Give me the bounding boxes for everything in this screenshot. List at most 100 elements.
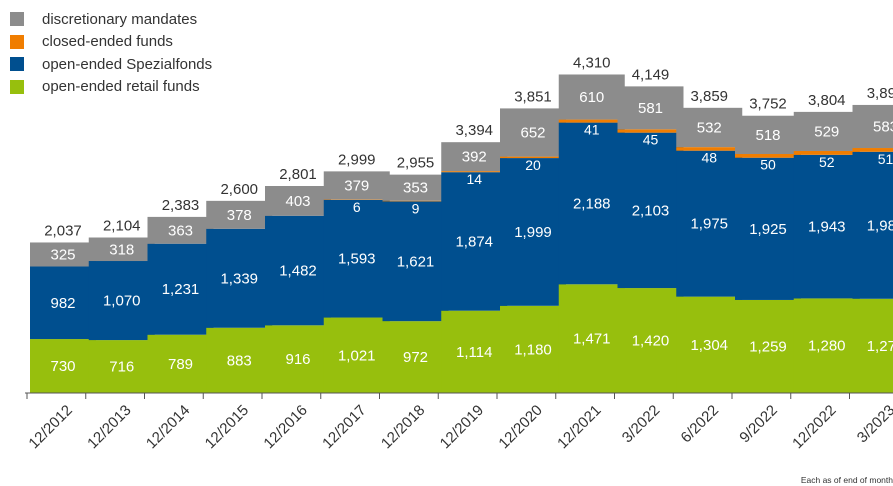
bar-segment-mandates: [617, 86, 684, 130]
bar-segment-closed-ended: [382, 200, 449, 202]
data-label: 789: [168, 356, 193, 373]
bar-segment-mandates: [382, 174, 449, 201]
data-label: 1,925: [749, 221, 787, 238]
bar-segment-retail: [500, 305, 566, 393]
total-label: 4,149: [632, 66, 670, 83]
bar-segment-retail: [676, 296, 743, 393]
total-label: 3,804: [808, 92, 846, 109]
bar-segment-retail: [323, 317, 390, 393]
bar-segment-spezialfonds: [30, 266, 96, 340]
total-label: 2,955: [397, 155, 435, 172]
bar-segment-closed-ended: [852, 148, 893, 152]
bar-segment-mandates: [735, 115, 801, 155]
data-label: 1,304: [690, 337, 728, 354]
data-label: 2,188: [573, 195, 611, 212]
data-label: 41: [584, 122, 600, 138]
x-tick-label: 6/2022: [678, 402, 722, 446]
bar-segment-mandates: [441, 142, 508, 172]
bar-segment-spezialfonds: [617, 132, 684, 289]
bar-segment-spezialfonds: [147, 243, 214, 335]
bar-segment-closed-ended: [500, 156, 566, 159]
x-tick-label: 12/2017: [319, 402, 369, 452]
bar-segment-retail: [147, 334, 214, 393]
bar-segment-mandates: [30, 242, 96, 267]
footnote: Each as of end of month: [800, 475, 893, 485]
bar-segment-spezialfonds: [441, 172, 508, 311]
x-tick-label: 12/2012: [25, 402, 75, 452]
data-label: 1,339: [220, 270, 258, 287]
total-label: 2,600: [220, 181, 258, 198]
legend-label: discretionary mandates: [42, 10, 198, 28]
data-label: 532: [697, 119, 722, 136]
data-label: 1,999: [514, 224, 552, 241]
data-label: 972: [403, 349, 428, 366]
bar-segment-closed-ended: [617, 129, 684, 133]
bar-segment-retail: [206, 327, 273, 393]
data-label: 916: [285, 351, 310, 368]
data-label: 363: [168, 222, 193, 239]
data-label: 52: [819, 154, 835, 170]
x-tick-label: 12/2018: [378, 402, 428, 452]
bar-segment-closed-ended: [441, 171, 508, 173]
legend-item-open-ended-retail-funds: open-ended retail funds: [10, 76, 212, 99]
data-label: 1,621: [397, 253, 435, 270]
bar-segment-retail: [382, 321, 449, 393]
data-label: 2,103: [632, 202, 670, 219]
total-label: 4,310: [573, 54, 611, 71]
data-label: 1,021: [338, 347, 376, 364]
data-label: 1,420: [632, 333, 670, 350]
bar-segment-retail: [793, 298, 860, 393]
data-label: 20: [525, 157, 541, 173]
data-label: 1,231: [162, 281, 200, 298]
data-label: 1,471: [573, 331, 611, 348]
data-label: 652: [520, 125, 545, 142]
data-label: 403: [285, 193, 310, 210]
x-tick-label: 12/2021: [554, 402, 604, 452]
bar-segment-mandates: [500, 108, 566, 157]
x-tick-label: 12/2020: [495, 402, 545, 452]
bar-segment-retail: [735, 299, 801, 393]
legend-swatch-open-ended-retail-funds: [10, 79, 24, 94]
bar-segment-mandates: [265, 186, 331, 216]
legend-swatch-open-ended-spezialfonds: [10, 57, 24, 72]
bar-segment-retail: [265, 325, 331, 393]
data-label: 392: [462, 149, 487, 166]
x-tick-label: 12/2016: [260, 402, 310, 452]
bar-segment-spezialfonds: [206, 228, 273, 328]
data-label: 883: [227, 352, 252, 369]
legend-label: open-ended Spezialfonds: [42, 55, 213, 73]
bar-segment-mandates: [88, 237, 155, 262]
data-label: 1,975: [690, 216, 728, 233]
total-label: 3,898: [867, 85, 893, 102]
bar-segment-spezialfonds: [735, 157, 801, 300]
total-label: 2,801: [279, 166, 317, 183]
x-tick-label: 12/2019: [437, 402, 487, 452]
legend-label: open-ended retail funds: [42, 78, 200, 96]
bar-segment-retail: [617, 288, 684, 393]
legend-label: closed-ended funds: [42, 33, 173, 51]
total-label: 2,104: [103, 218, 141, 235]
data-label: 518: [755, 127, 780, 144]
total-label: 2,037: [44, 222, 82, 239]
total-label: 3,394: [455, 122, 493, 139]
data-label: 45: [643, 132, 659, 148]
data-label: 48: [701, 150, 717, 166]
data-label: 982: [50, 295, 75, 312]
data-label: 318: [109, 241, 134, 258]
x-tick-label: 3/2022: [619, 402, 663, 446]
bar-segment-retail: [852, 298, 893, 393]
bar-segment-mandates: [793, 111, 860, 151]
data-label: 1,259: [749, 338, 787, 355]
x-tick-label: 9/2022: [736, 402, 780, 446]
data-label: 1,280: [808, 338, 846, 355]
x-tick-label: 12/2015: [202, 402, 252, 452]
bar-segment-spezialfonds: [852, 151, 893, 299]
data-label: 583: [873, 118, 893, 135]
legend-swatch-closed-ended-funds: [10, 34, 24, 49]
legend-item-open-ended-spezialfonds: open-ended Spezialfonds: [10, 53, 212, 76]
legend: discretionary mandates closed-ended fund…: [10, 8, 212, 98]
data-label: 1,593: [338, 251, 376, 268]
bar-segment-spezialfonds: [265, 215, 331, 326]
total-label: 3,752: [749, 96, 787, 113]
bar-segment-retail: [441, 310, 508, 393]
